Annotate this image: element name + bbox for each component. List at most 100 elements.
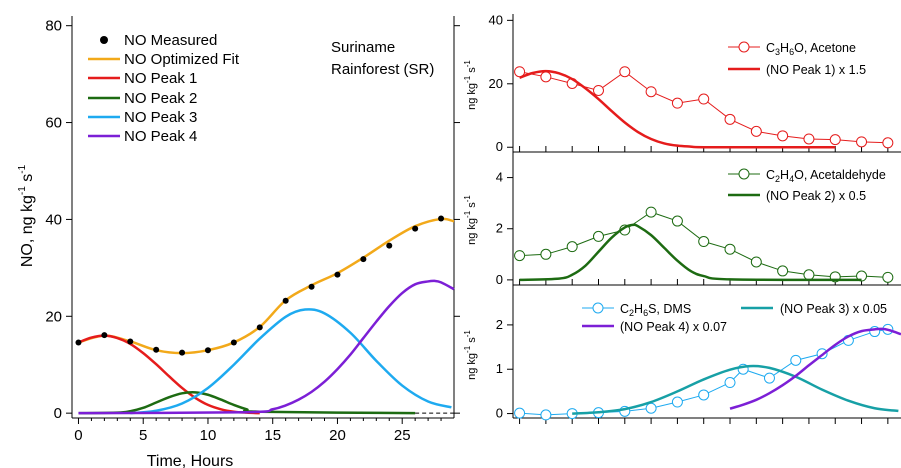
bot-vocs-line xyxy=(519,328,888,416)
top-y-label-sup2: -1 xyxy=(463,60,472,68)
legend-label-fit: NO Optimized Fit xyxy=(124,51,240,68)
main-y-tick-label: 60 xyxy=(45,115,62,132)
dms-part2: H xyxy=(634,302,643,316)
dms-part3: S, DMS xyxy=(648,302,691,316)
no-measured-point xyxy=(386,242,393,249)
mid-vocs-marker xyxy=(803,269,815,281)
mid-vocs-marker xyxy=(856,270,868,282)
bot-y-tick-label: 0 xyxy=(496,406,503,421)
no-measured-point xyxy=(334,271,341,278)
right-x-ticks xyxy=(519,146,889,424)
mid-vocs-marker xyxy=(724,243,736,255)
top-legend-label-peak1: (NO Peak 1) x 1.5 xyxy=(766,63,866,77)
chart-annotation-line-1: Suriname xyxy=(331,39,395,56)
no-measured-point xyxy=(179,349,186,356)
main-x-tick-label: 10 xyxy=(200,427,217,444)
main-x-axis-label: Time, Hours xyxy=(147,453,234,468)
bot-vocs-marker xyxy=(790,354,802,366)
dms-part1: C xyxy=(620,302,629,316)
bot-vocs-marker xyxy=(514,407,526,419)
no-measured-point xyxy=(282,297,289,304)
bot-legend-label-peak3: (NO Peak 3) x 0.05 xyxy=(780,302,887,316)
no-measured-point xyxy=(230,339,237,346)
mid-vocs-marker xyxy=(750,256,762,268)
bot-vocs-marker xyxy=(671,396,683,408)
legend-label-peak2: NO Peak 2 xyxy=(124,90,197,107)
top-y-label-sup1: -1 xyxy=(463,75,472,83)
bot-legend-label-dms: C2H6S, DMS xyxy=(620,302,691,318)
mid-y-axis-label: ng kg-1 s-1 xyxy=(463,195,478,245)
mid-y-label-sup2: -1 xyxy=(463,195,472,203)
legend-label-peak4: NO Peak 4 xyxy=(124,128,197,145)
acetaldehyde-part3: O, Acetaldehyde xyxy=(794,168,886,182)
main-x-ticks: 0 5 10 15 20 25 xyxy=(74,418,442,444)
bot-vocs-marker xyxy=(540,409,552,421)
mid-vocs-marker xyxy=(777,265,789,277)
top-series-group xyxy=(514,66,894,149)
top-y-tick-label: 40 xyxy=(489,12,503,27)
acetaldehyde-sub2: 4 xyxy=(789,174,794,184)
mid-y-tick-label: 4 xyxy=(496,170,503,185)
bot-y-label-mid: s xyxy=(466,337,478,346)
acetone-part3: O, Acetone xyxy=(794,41,856,55)
main-y-label-main: NO, ng kg xyxy=(19,195,36,267)
no-peak-4-line xyxy=(78,279,455,415)
bot-vocs-marker xyxy=(645,402,657,414)
main-x-tick-label: 15 xyxy=(264,427,281,444)
no-peak-3-line xyxy=(130,308,452,415)
dms-sub1: 2 xyxy=(629,308,634,318)
legend-marker-measured xyxy=(100,36,108,44)
legend-label-measured: NO Measured xyxy=(124,32,217,49)
top-legend-label-acetone: C3H6O, Acetone xyxy=(766,41,856,57)
mid-y-label-mid: s xyxy=(466,202,478,211)
top-vocs-marker xyxy=(592,84,604,96)
mid-vocs-marker xyxy=(698,236,710,248)
top-vocs-marker xyxy=(856,136,868,148)
top-vocs-marker xyxy=(724,113,736,125)
main-y-label-sup1: -1 xyxy=(17,186,28,195)
mid-vocs-marker xyxy=(592,230,604,242)
main-y-axis-label: NO, ng kg-1 s-1 xyxy=(17,164,36,267)
top-vocs-marker xyxy=(619,66,631,78)
top-vocs-marker xyxy=(645,86,657,98)
bot-y-ticks: 0 1 2 xyxy=(496,317,513,421)
main-y-label-mid: s xyxy=(19,174,36,186)
chart-annotation-line-2: Rainforest (SR) xyxy=(331,61,434,78)
main-y-tick-label: 0 xyxy=(54,405,62,422)
top-vocs-marker xyxy=(750,125,762,137)
bot-y-tick-label: 2 xyxy=(496,317,503,332)
main-legend: NO Measured NO Optimized Fit NO Peak 1 N… xyxy=(88,32,240,145)
main-series-group xyxy=(75,215,455,415)
no-measured-point xyxy=(75,339,82,346)
mid-legend: C2H4O, Acetaldehyde (NO Peak 2) x 0.5 xyxy=(728,168,886,203)
bot-no-peak-3-x-0-05-line xyxy=(572,364,899,415)
mid-vocs-marker xyxy=(566,241,578,253)
mid-y-tick-label: 2 xyxy=(496,221,503,236)
mid-vocs-marker xyxy=(882,271,894,283)
no-measured-point xyxy=(204,347,211,354)
main-x-tick-label: 20 xyxy=(329,427,346,444)
legend-label-peak1: NO Peak 1 xyxy=(124,70,197,87)
bot-vocs-marker xyxy=(698,389,710,401)
mid-vocs-marker xyxy=(514,250,526,262)
acetaldehyde-part1: C xyxy=(766,168,775,182)
main-x-tick-label: 5 xyxy=(139,427,147,444)
bot-y-label-sup1: -1 xyxy=(463,345,472,353)
no-measured-point xyxy=(360,256,367,263)
top-y-tick-label: 0 xyxy=(496,139,503,154)
top-y-label-mid: s xyxy=(466,67,478,76)
bot-vocs-marker xyxy=(763,372,775,384)
bot-series-group xyxy=(514,323,901,421)
no-measured-point xyxy=(308,283,315,290)
top-legend: C3H6O, Acetone (NO Peak 1) x 1.5 xyxy=(728,41,866,77)
bot-y-axis-label: ng kg-1 s-1 xyxy=(463,330,478,380)
acetone-sub2: 6 xyxy=(789,47,794,57)
main-x-tick-label: 0 xyxy=(74,427,82,444)
main-y-tick-label: 20 xyxy=(45,308,62,325)
no-measured-point xyxy=(256,324,263,331)
acetaldehyde-sub1: 2 xyxy=(775,174,780,184)
main-chart: 0 20 40 60 80 0 5 10 15 20 25 Time, Hours NO, ng … xyxy=(17,16,460,468)
no-optimized-fit-line xyxy=(78,217,455,355)
